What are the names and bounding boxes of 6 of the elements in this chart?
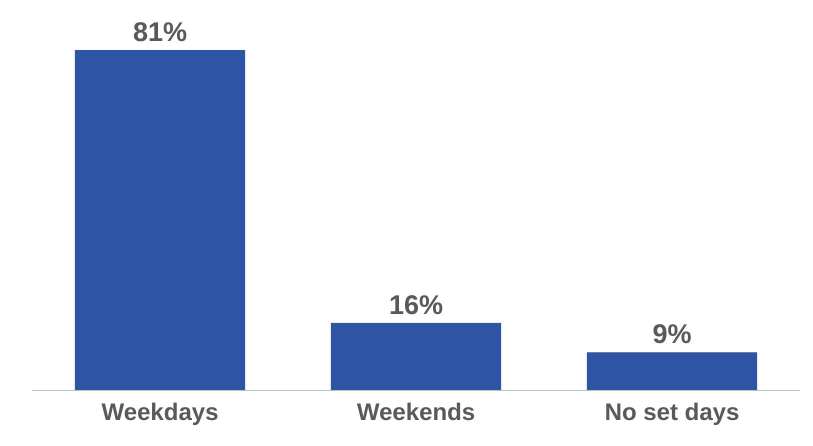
data-label: 16% xyxy=(388,290,444,320)
data-label: 9% xyxy=(652,319,692,350)
x-tick-label: No set days xyxy=(604,398,740,426)
x-tick-label: Weekdays xyxy=(102,398,218,426)
x-tick-label: Weekends xyxy=(356,398,476,426)
data-label: 81% xyxy=(132,17,188,47)
